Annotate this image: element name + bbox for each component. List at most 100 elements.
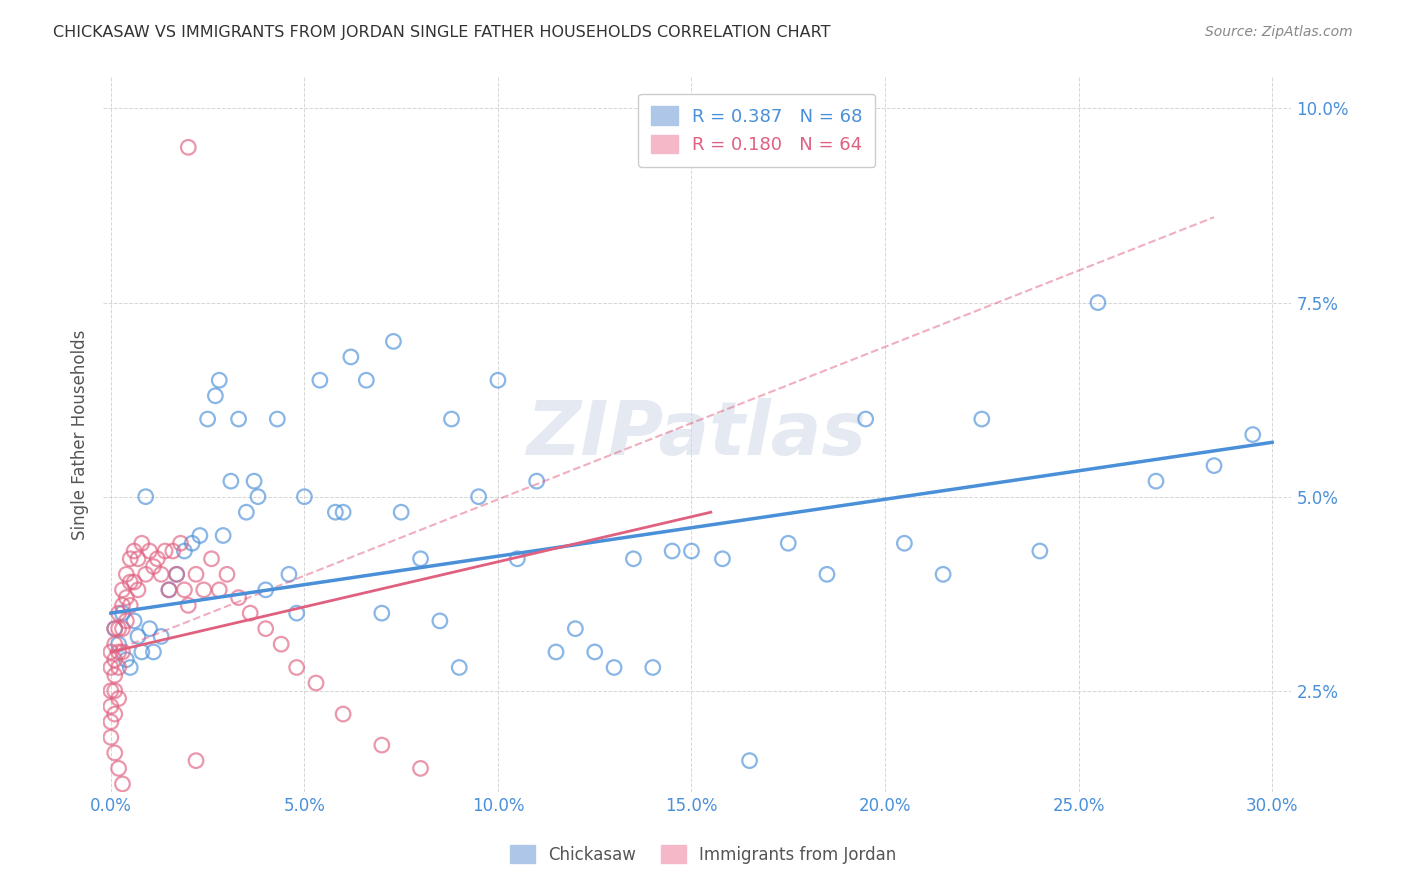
Point	[138, 544, 160, 558]
Text: Source: ZipAtlas.com: Source: ZipAtlas.com	[1205, 25, 1353, 39]
Point	[104, 653, 127, 667]
Point	[893, 536, 915, 550]
Point	[111, 645, 134, 659]
Point	[239, 606, 262, 620]
Point	[104, 622, 127, 636]
Point	[215, 567, 238, 582]
Point	[270, 637, 292, 651]
Point	[107, 660, 129, 674]
Point	[107, 645, 129, 659]
Point	[855, 412, 877, 426]
Point	[115, 591, 138, 605]
Point	[122, 575, 145, 590]
Point	[131, 536, 153, 550]
Point	[506, 551, 529, 566]
Point	[111, 606, 134, 620]
Point	[932, 567, 955, 582]
Point	[1087, 295, 1109, 310]
Point	[1241, 427, 1264, 442]
Point	[184, 754, 207, 768]
Point	[389, 505, 412, 519]
Point	[294, 490, 316, 504]
Point	[409, 761, 432, 775]
Point	[100, 683, 122, 698]
Point	[449, 660, 471, 674]
Point	[153, 544, 176, 558]
Point	[382, 334, 405, 349]
Point	[197, 412, 219, 426]
Point	[970, 412, 993, 426]
Point	[157, 582, 180, 597]
Point	[526, 815, 548, 830]
Point	[200, 551, 222, 566]
Point	[325, 505, 347, 519]
Point	[228, 591, 250, 605]
Point	[173, 582, 195, 597]
Point	[157, 582, 180, 597]
Point	[526, 474, 548, 488]
Point	[107, 606, 129, 620]
Point	[177, 599, 200, 613]
Point	[467, 490, 489, 504]
Point	[100, 645, 122, 659]
Point	[641, 660, 664, 674]
Point	[107, 637, 129, 651]
Point	[111, 777, 134, 791]
Point	[212, 528, 235, 542]
Point	[1202, 458, 1225, 473]
Point	[661, 544, 683, 558]
Point	[100, 731, 122, 745]
Point	[107, 761, 129, 775]
Point	[235, 505, 257, 519]
Point	[219, 474, 242, 488]
Point	[1029, 544, 1052, 558]
Point	[173, 544, 195, 558]
Point	[277, 567, 299, 582]
Point	[204, 389, 226, 403]
Point	[150, 567, 173, 582]
Point	[188, 528, 211, 542]
Point	[115, 614, 138, 628]
Point	[104, 707, 127, 722]
Point	[122, 614, 145, 628]
Point	[583, 645, 606, 659]
Point	[111, 582, 134, 597]
Point	[544, 645, 567, 659]
Point	[371, 738, 394, 752]
Point	[100, 714, 122, 729]
Point	[104, 746, 127, 760]
Point	[107, 622, 129, 636]
Point	[332, 505, 354, 519]
Point	[429, 614, 451, 628]
Point	[193, 582, 215, 597]
Point	[100, 660, 122, 674]
Point	[332, 707, 354, 722]
Point	[467, 800, 489, 814]
Point	[208, 582, 231, 597]
Point	[486, 373, 509, 387]
Point	[285, 660, 308, 674]
Point	[111, 622, 134, 636]
Point	[409, 551, 432, 566]
Point	[142, 645, 165, 659]
Point	[681, 544, 703, 558]
Point	[115, 653, 138, 667]
Point	[184, 567, 207, 582]
Point	[100, 699, 122, 714]
Point	[1144, 474, 1167, 488]
Point	[104, 637, 127, 651]
Point	[208, 373, 231, 387]
Point	[111, 599, 134, 613]
Point	[150, 629, 173, 643]
Point	[120, 575, 142, 590]
Point	[131, 645, 153, 659]
Point	[815, 567, 838, 582]
Point	[107, 691, 129, 706]
Point	[135, 567, 157, 582]
Point	[356, 373, 378, 387]
Point	[228, 412, 250, 426]
Point	[142, 559, 165, 574]
Point	[564, 622, 586, 636]
Point	[146, 551, 169, 566]
Point	[138, 622, 160, 636]
